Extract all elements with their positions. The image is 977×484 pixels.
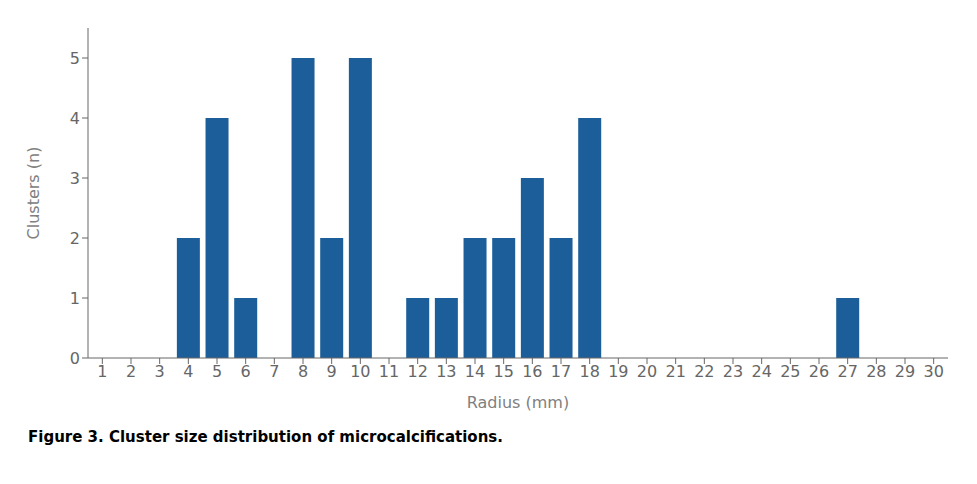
svg-text:24: 24 <box>751 362 771 381</box>
svg-text:25: 25 <box>780 362 800 381</box>
svg-text:23: 23 <box>723 362 743 381</box>
svg-text:28: 28 <box>866 362 886 381</box>
svg-text:26: 26 <box>809 362 829 381</box>
svg-text:14: 14 <box>465 362 485 381</box>
svg-text:27: 27 <box>837 362 857 381</box>
svg-text:1: 1 <box>97 362 107 381</box>
svg-text:Clusters (n): Clusters (n) <box>24 147 43 240</box>
svg-text:6: 6 <box>241 362 251 381</box>
svg-text:4: 4 <box>183 362 193 381</box>
svg-text:21: 21 <box>665 362 685 381</box>
svg-text:11: 11 <box>379 362 399 381</box>
svg-text:20: 20 <box>637 362 657 381</box>
svg-text:0: 0 <box>70 349 80 368</box>
svg-text:16: 16 <box>522 362 542 381</box>
svg-text:19: 19 <box>608 362 628 381</box>
svg-text:5: 5 <box>70 49 80 68</box>
svg-text:30: 30 <box>923 362 943 381</box>
svg-text:22: 22 <box>694 362 714 381</box>
svg-text:15: 15 <box>493 362 513 381</box>
svg-text:12: 12 <box>407 362 427 381</box>
svg-text:8: 8 <box>298 362 308 381</box>
svg-text:2: 2 <box>126 362 136 381</box>
html-text:Figure 3. Cluster size distrib: Figure 3. Cluster size distribution of m… <box>28 428 503 446</box>
svg-text:4: 4 <box>70 109 80 128</box>
svg-text:1: 1 <box>70 289 80 308</box>
svg-text:29: 29 <box>895 362 915 381</box>
svg-text:3: 3 <box>70 169 80 188</box>
svg-text:2: 2 <box>70 229 80 248</box>
svg-text:10: 10 <box>350 362 370 381</box>
svg-text:18: 18 <box>579 362 599 381</box>
svg-text:7: 7 <box>269 362 279 381</box>
svg-text:17: 17 <box>551 362 571 381</box>
svg-text:13: 13 <box>436 362 456 381</box>
svg-text:9: 9 <box>327 362 337 381</box>
svg-text:5: 5 <box>212 362 222 381</box>
svg-text:3: 3 <box>155 362 165 381</box>
svg-text:Radius (mm): Radius (mm) <box>467 393 569 412</box>
